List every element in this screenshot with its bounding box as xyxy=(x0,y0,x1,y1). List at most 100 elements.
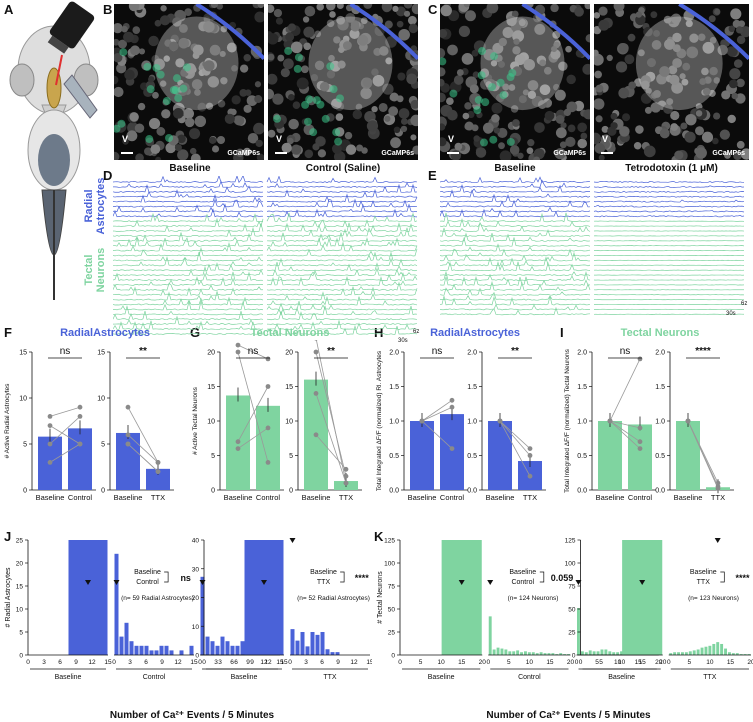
y-tick-label: 0.0 xyxy=(467,488,477,495)
cell xyxy=(301,65,309,74)
data-point xyxy=(265,425,271,431)
cell xyxy=(595,84,604,93)
cell xyxy=(253,122,264,135)
median-marker xyxy=(199,580,206,585)
active-cell xyxy=(165,134,174,143)
cell xyxy=(114,22,123,34)
active-cell xyxy=(146,85,155,94)
significance-label: ns xyxy=(60,346,71,357)
x-tick-label: 10 xyxy=(438,659,446,666)
histogram-bar xyxy=(584,652,588,655)
x-tick-label: 0 xyxy=(579,659,583,666)
cell xyxy=(686,46,699,59)
cell xyxy=(550,4,559,13)
histogram-bar xyxy=(684,652,688,655)
active-cell xyxy=(143,62,152,71)
cell xyxy=(499,150,512,160)
x-tick-label: TTX xyxy=(339,493,353,502)
y-tick-label: 100 xyxy=(384,561,395,568)
cell xyxy=(732,19,741,28)
x-tick-label: 0 xyxy=(202,659,206,666)
data-point xyxy=(265,384,271,389)
cell xyxy=(114,151,120,160)
y-tick-label: 10 xyxy=(97,396,105,403)
y-tick-label: 1.5 xyxy=(655,384,665,391)
cell xyxy=(326,19,335,28)
neuron-trace xyxy=(440,251,591,262)
y-tick-label: 0 xyxy=(19,653,23,660)
group-label: TTX xyxy=(323,674,337,681)
cell xyxy=(209,44,221,56)
cell xyxy=(565,45,572,53)
cell xyxy=(130,45,140,56)
astrocyte-trace xyxy=(440,206,591,213)
cell xyxy=(701,131,714,143)
histogram-bar xyxy=(555,654,559,655)
x-tick-label: 0 xyxy=(667,659,671,666)
histogram-bar xyxy=(244,540,284,655)
cell xyxy=(558,61,568,71)
x-tick-label: Baseline xyxy=(674,493,703,502)
data-point xyxy=(497,418,503,424)
median-marker xyxy=(575,580,582,585)
significance-label: **** xyxy=(355,573,370,583)
panel-label-j: J xyxy=(4,529,12,544)
histogram-bar xyxy=(290,629,295,655)
group-label: Baseline xyxy=(55,674,82,681)
significance-label: ** xyxy=(139,346,147,357)
neuron-trace xyxy=(113,291,264,301)
group-label: TTX xyxy=(703,674,717,681)
cell xyxy=(584,4,590,10)
cell xyxy=(189,128,201,140)
scale-bar xyxy=(447,152,459,154)
cell xyxy=(601,125,609,133)
neuron-trace xyxy=(266,212,418,223)
cell xyxy=(645,87,652,95)
astrocyte-trace xyxy=(113,184,264,193)
astrocyte-trace xyxy=(440,189,591,198)
neuron-trace xyxy=(266,241,418,252)
cell xyxy=(224,113,235,124)
x-tick-label: 15 xyxy=(727,659,735,666)
cell xyxy=(132,26,141,34)
significance-label: ns xyxy=(432,346,443,357)
cell xyxy=(456,69,464,76)
neuron-trace xyxy=(266,305,418,316)
astrocyte-trace xyxy=(266,183,418,193)
astrocyte-trace xyxy=(593,199,745,203)
significance-label: ns xyxy=(248,346,259,357)
trace-scale-x-e: 30s xyxy=(726,311,736,317)
micrograph-b-control: V GCaMP6s xyxy=(268,4,418,160)
paired-line xyxy=(237,344,269,360)
cell xyxy=(472,71,480,78)
histogram-bar xyxy=(512,651,516,655)
histogram-bar xyxy=(129,641,134,655)
micrograph-b-baseline: V GCaMP6s xyxy=(114,4,264,160)
data-point xyxy=(343,466,349,472)
active-cell xyxy=(496,78,505,87)
cell xyxy=(594,49,599,57)
paired-line xyxy=(127,443,159,472)
cell xyxy=(208,136,217,144)
trace-panel-e xyxy=(440,176,745,316)
cell xyxy=(302,16,310,23)
cell xyxy=(189,147,197,155)
neuron-trace xyxy=(266,262,418,272)
zebrafish-larva-illustration xyxy=(9,1,99,300)
cell xyxy=(114,75,119,85)
cell xyxy=(511,10,519,18)
cell xyxy=(440,47,446,59)
histogram-bar xyxy=(504,649,508,655)
chart-k: # Tectal Neurons Number of Ca²⁺ Events / … xyxy=(377,538,753,722)
astrocyte-trace xyxy=(113,208,264,218)
cell xyxy=(664,38,675,50)
cell xyxy=(663,104,673,114)
cell xyxy=(230,108,237,116)
histogram-bar xyxy=(508,651,512,655)
data-point xyxy=(265,356,271,362)
y-tick-label: 50 xyxy=(388,607,396,614)
cell xyxy=(268,73,278,85)
cell xyxy=(410,134,417,141)
neuron-trace xyxy=(266,310,418,321)
x-tick-label: Control xyxy=(628,493,653,502)
